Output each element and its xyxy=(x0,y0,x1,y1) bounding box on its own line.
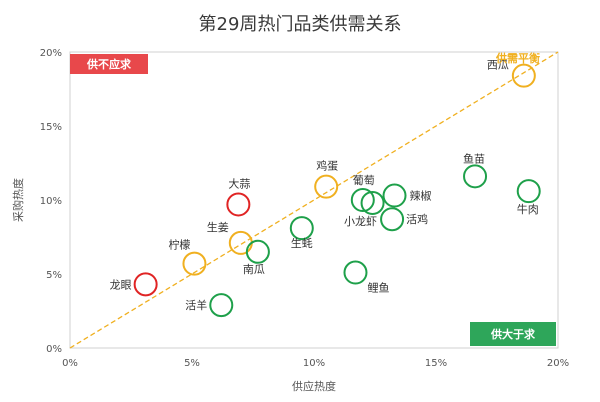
y-tick-label: 10% xyxy=(40,196,62,207)
data-point xyxy=(289,216,314,241)
data-point xyxy=(314,174,339,199)
point-label: 大蒜 xyxy=(228,176,250,190)
data-point xyxy=(382,183,407,208)
chart-title: 第29周热门品类供需关系 xyxy=(198,14,402,35)
point-label: 柠檬 xyxy=(168,238,190,252)
point-label: 西瓜 xyxy=(487,59,509,72)
y-tick-label: 0% xyxy=(46,344,62,355)
x-tick-label: 5% xyxy=(184,358,200,369)
data-point xyxy=(182,251,207,276)
data-point xyxy=(343,260,368,285)
shortage-badge-text: 供不应求 xyxy=(86,57,132,71)
data-point xyxy=(226,192,251,217)
surplus-badge-text: 供大于求 xyxy=(490,327,536,341)
surplus-badge xyxy=(470,322,556,346)
x-tick-label: 0% xyxy=(62,358,78,369)
x-tick-label: 15% xyxy=(425,358,447,369)
point-label: 活鸡 xyxy=(406,212,428,226)
point-label: 鲤鱼 xyxy=(367,281,389,295)
y-tick-label: 15% xyxy=(40,122,62,133)
point-label: 鸡蛋 xyxy=(316,159,338,173)
data-point xyxy=(516,179,541,204)
point-label: 鱼苗 xyxy=(463,151,485,165)
x-tick-label: 20% xyxy=(547,358,569,369)
point-label: 生蚝 xyxy=(291,236,313,250)
x-tick-labels: 0% 5% 10% 15% 20% xyxy=(62,358,569,369)
data-point xyxy=(245,239,270,264)
point-label: 龙眼 xyxy=(110,278,132,291)
point-label: 牛肉 xyxy=(517,202,539,216)
data-point xyxy=(380,207,405,232)
shortage-badge xyxy=(70,54,148,74)
data-point xyxy=(463,164,488,189)
point-label: 葡萄 xyxy=(353,174,375,187)
balance-label: 供需平衡 xyxy=(495,51,540,65)
y-tick-label: 20% xyxy=(40,48,62,59)
data-point xyxy=(133,272,158,297)
point-label: 活羊 xyxy=(185,298,207,312)
data-point xyxy=(511,63,536,88)
balance-diagonal xyxy=(69,51,559,349)
x-tick-label: 10% xyxy=(303,358,325,369)
data-point xyxy=(350,188,375,212)
y-axis-label: 采购热度 xyxy=(11,178,25,222)
point-label: 小龙虾 xyxy=(344,215,377,228)
point-label: 南瓜 xyxy=(243,263,265,276)
y-tick-labels: 0% 5% 10% 15% 20% xyxy=(40,48,62,355)
point-label: 生姜 xyxy=(207,220,229,234)
data-point xyxy=(209,293,234,318)
point-label: 辣椒 xyxy=(410,189,432,203)
data-point xyxy=(360,190,385,215)
y-tick-label: 5% xyxy=(46,270,62,281)
plot-area xyxy=(69,51,559,349)
x-axis-label: 供应热度 xyxy=(292,379,336,393)
